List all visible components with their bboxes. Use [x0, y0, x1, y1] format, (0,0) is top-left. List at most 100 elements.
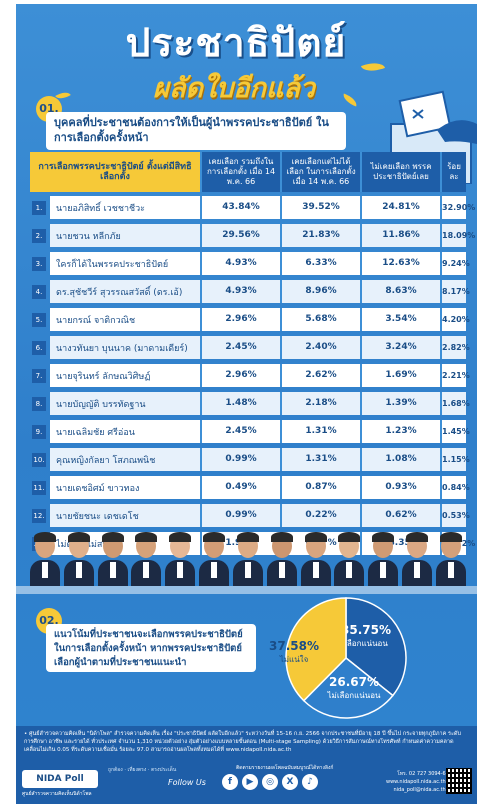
value-total: 9.24% [440, 252, 470, 275]
value-voted-not-2566: 1.31% [280, 420, 360, 443]
pie-category-label: ไม่แน่ใจ [279, 655, 309, 664]
qr-code [446, 768, 472, 794]
row-number: 1. [32, 200, 46, 215]
value-voted-not-2566: 0.87% [280, 476, 360, 499]
value-voted-not-2566: 2.18% [280, 392, 360, 415]
candidate-name: นายบัญญัติ บรรทัดฐาน [50, 392, 200, 415]
value-voted-not-2566: 6.33% [280, 252, 360, 275]
value-total: 18.09% [440, 224, 475, 247]
value-total: 2.82% [440, 336, 470, 359]
row-number: 6. [32, 340, 46, 355]
methodology-note: • ศูนย์สำรวจความคิดเห็น "นิด้าโพล" สำรวจ… [24, 731, 461, 753]
candidate-photo [266, 532, 297, 586]
candidate-name: นายอภิสิทธิ์ เวชชาชีวะ [50, 196, 200, 219]
candidate-name: นายจุรินทร์ ลักษณวิศิษฏ์ [50, 364, 200, 387]
column-header: ร้อยละ [440, 152, 466, 192]
value-total: 0.53% [440, 504, 470, 527]
value-voted-not-2566: 2.40% [280, 336, 360, 359]
candidate-photo [131, 532, 162, 586]
question-1-text: บุคคลที่ประชาชนต้องการให้เป็นผู้นำพรรคปร… [46, 112, 346, 150]
row-number: 11. [32, 480, 46, 495]
footer: • ศูนย์สำรวจความคิดเห็น "นิด้าโพล" สำรวจ… [16, 726, 477, 804]
row-number: 5. [32, 312, 46, 327]
value-ever-voted: 29.56% [200, 224, 280, 247]
table-row: 11. นายเดชอิศม์ ขาวทอง 0.49% 0.87% 0.93% 0.84… [30, 476, 470, 499]
value-never-voted: 12.63% [360, 252, 440, 275]
value-voted-not-2566: 39.52% [280, 196, 360, 219]
value-never-voted: 0.62% [360, 504, 440, 527]
value-never-voted: 1.39% [360, 392, 440, 415]
value-voted-not-2566: 5.68% [280, 308, 360, 331]
value-never-voted: 3.24% [360, 336, 440, 359]
value-voted-not-2566: 1.31% [280, 448, 360, 471]
row-number: 4. [32, 284, 46, 299]
pie-value-label: 35.75% [341, 623, 391, 637]
facebook-icon[interactable]: f [222, 774, 238, 790]
tiktok-icon[interactable]: ♪ [302, 774, 318, 790]
value-total: 1.15% [440, 448, 470, 471]
table-header: การเลือกพรรคประชาธิปัตย์ ตั้งแต่มีสิทธิเ… [30, 152, 466, 192]
pie-slice [345, 597, 407, 697]
poster-title: ประชาธิปัตย์ [125, 21, 347, 66]
value-ever-voted: 1.48% [200, 392, 280, 415]
value-never-voted: 1.69% [360, 364, 440, 387]
row-number: 7. [32, 368, 46, 383]
row-number: 8. [32, 396, 46, 411]
row-number: 10. [32, 452, 46, 467]
value-ever-voted: 0.49% [200, 476, 280, 499]
phone-text: โทร. 02 727 3094-6 [397, 771, 446, 777]
row-number: 3. [32, 256, 46, 271]
pie-slice [285, 597, 347, 702]
table-row: 1. นายอภิสิทธิ์ เวชชาชีวะ 43.84% 39.52% 24.8… [30, 196, 475, 219]
table-row: 4. ดร.สุชัชวีร์ สุวรรณสวัสดิ์ (ดร.เอ้) 4.9… [30, 280, 470, 303]
candidate-photo [334, 532, 365, 586]
value-total: 4.20% [440, 308, 470, 331]
report-link-text: ติดตามรายงานผลโพลฉบับสมบูรณ์ได้ทางลิงก์ [236, 765, 334, 771]
pie-value-label: 37.58% [269, 639, 319, 653]
brand-subtitle: ศูนย์สำรวจความคิดเห็นนิด้าโพล [22, 791, 92, 797]
value-voted-not-2566: 2.62% [280, 364, 360, 387]
website-link[interactable]: www.nidapoll.nida.ac.th [386, 779, 446, 785]
value-voted-not-2566: 0.22% [280, 504, 360, 527]
candidate-photo [402, 532, 433, 586]
column-header: การเลือกพรรคประชาธิปัตย์ ตั้งแต่มีสิทธิเ… [30, 152, 200, 192]
candidate-name: คุณหญิงกัลยา โสภณพนิช [50, 448, 200, 471]
candidate-portraits [30, 524, 466, 586]
value-total: 2.21% [440, 364, 470, 387]
value-ever-voted: 0.99% [200, 448, 280, 471]
email-link[interactable]: nida_poll@nida.ac.th [393, 787, 446, 793]
candidate-name: ใครก็ได้ในพรรคประชาธิปัตย์ [50, 252, 200, 275]
candidate-photo [232, 532, 263, 586]
column-header: เคยเลือก รวมถึงในการเลือกตั้ง เมื่อ 14 พ… [200, 152, 280, 192]
table-body: 1. นายอภิสิทธิ์ เวชชาชีวะ 43.84% 39.52% 24.8… [30, 196, 475, 555]
value-ever-voted: 43.84% [200, 196, 280, 219]
table-row: 5. นายกรณ์ จาติกวณิช 2.96% 5.68% 3.54% 4.20% [30, 308, 470, 331]
pie-chart: 35.75% เลือกแน่นอน 26.67% ไม่เลือกแน่นอน 37.… [269, 597, 407, 719]
pie-category-label: ไม่เลือกแน่นอน [327, 691, 381, 700]
value-never-voted: 1.23% [360, 420, 440, 443]
youtube-icon[interactable]: ▶ [242, 774, 258, 790]
table-row: 8. นายบัญญัติ บรรทัดฐาน 1.48% 2.18% 1.39% 1.6… [30, 392, 470, 415]
value-never-voted: 11.86% [360, 224, 440, 247]
candidate-name: นายเฉลิมชัย ศรีอ่อน [50, 420, 200, 443]
table-row: 3. ใครก็ได้ในพรรคประชาธิปัตย์ 4.93% 6.33% 12… [30, 252, 470, 275]
candidate-name: นายชวน หลีกภัย [50, 224, 200, 247]
candidate-photo [368, 532, 399, 586]
contact-info: โทร. 02 727 3094-6 www.nidapoll.nida.ac.… [386, 770, 446, 794]
nida-poll-logo: NIDA Poll [22, 770, 98, 788]
brand-tagline: ถูกต้อง · เที่ยงตรง · ตรงประเด็น [108, 767, 177, 773]
value-ever-voted: 2.45% [200, 420, 280, 443]
candidate-photo [300, 532, 331, 586]
divider [16, 586, 477, 594]
x-icon[interactable]: X [282, 774, 298, 790]
pie-value-label: 26.67% [329, 675, 379, 689]
instagram-icon[interactable]: ◎ [262, 774, 278, 790]
value-ever-voted: 2.96% [200, 364, 280, 387]
pie-slice [302, 656, 394, 719]
row-number: 12. [32, 508, 46, 523]
candidate-photo [435, 532, 466, 586]
value-total: 0.84% [440, 476, 470, 499]
value-never-voted: 8.63% [360, 280, 440, 303]
table-row: 9. นายเฉลิมชัย ศรีอ่อน 2.45% 1.31% 1.23% 1.45… [30, 420, 470, 443]
candidate-name: นางวทันยา บุนนาค (มาดามเดียร์) [50, 336, 200, 359]
